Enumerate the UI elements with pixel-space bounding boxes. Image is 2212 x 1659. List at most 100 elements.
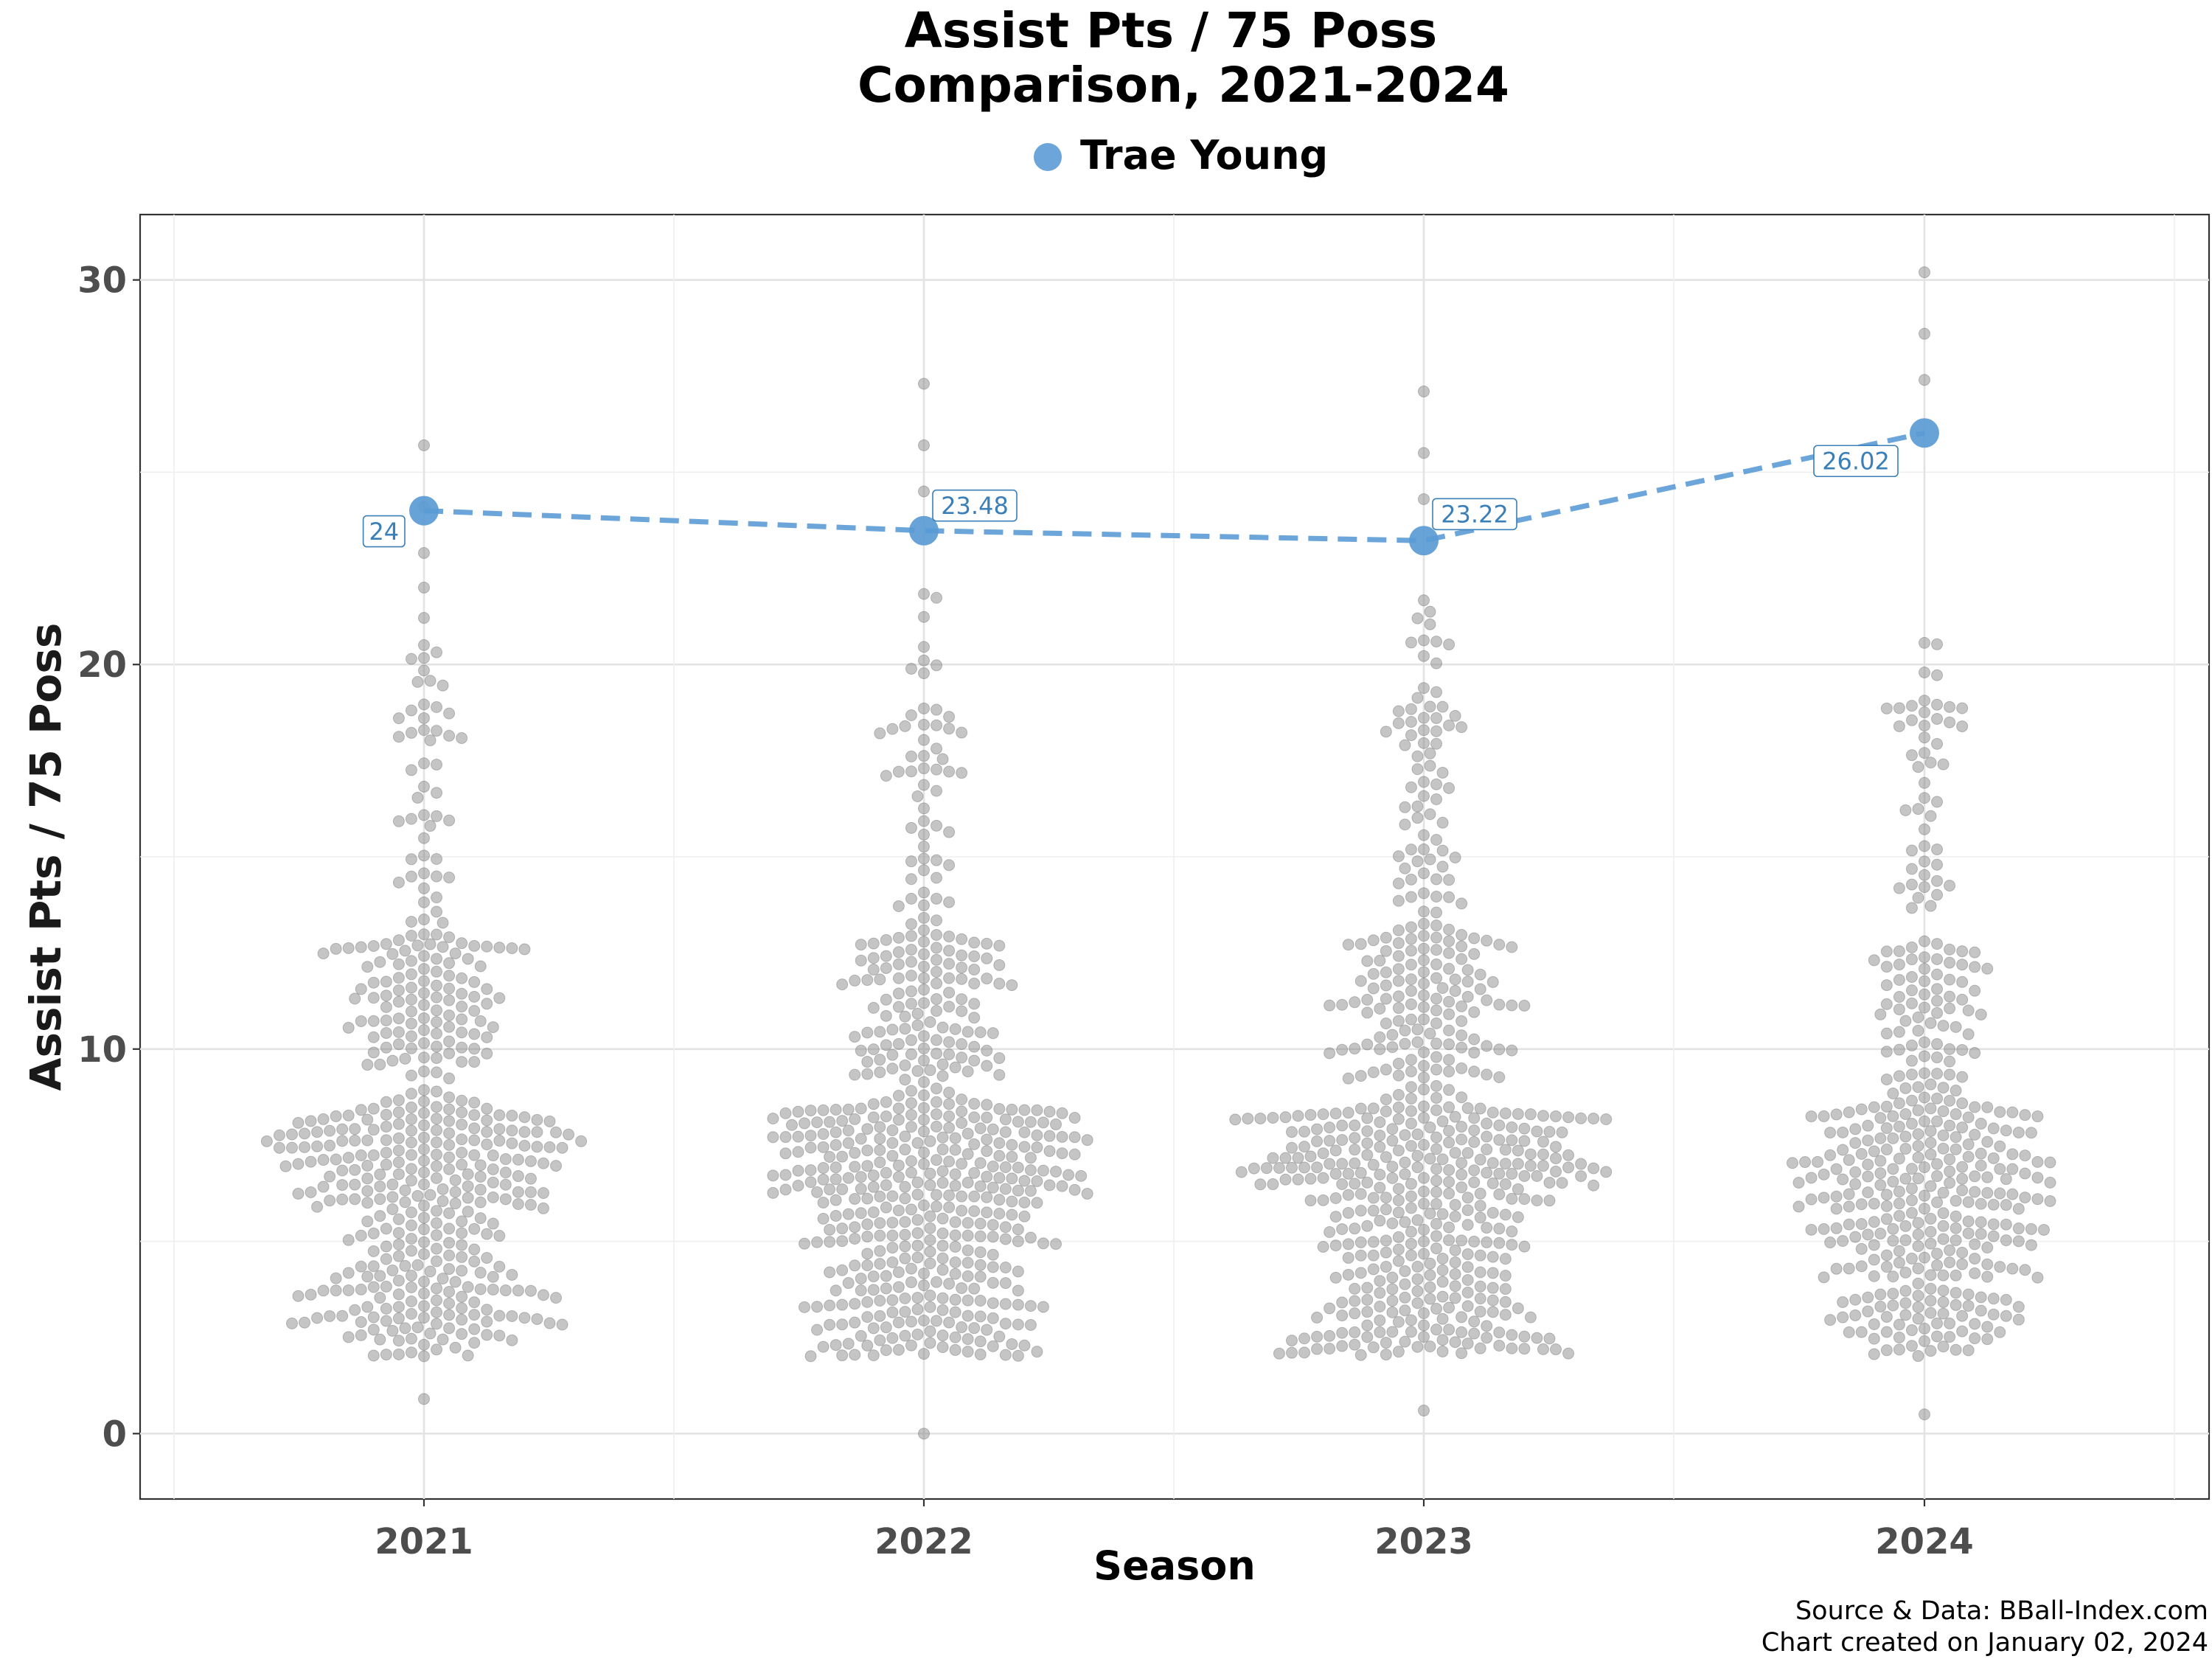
background-point xyxy=(1950,1131,1962,1144)
background-point xyxy=(1919,1067,1930,1079)
background-point xyxy=(1944,1043,1956,1055)
background-point xyxy=(1887,1110,1899,1122)
background-point xyxy=(1399,1265,1411,1277)
background-point xyxy=(374,1292,386,1304)
background-point xyxy=(1550,1165,1562,1178)
background-point xyxy=(392,1132,405,1144)
background-point xyxy=(1818,1222,1830,1235)
background-point xyxy=(1405,891,1417,903)
background-point xyxy=(405,1232,417,1245)
background-point xyxy=(1418,867,1430,880)
background-point xyxy=(1931,1037,1944,1050)
background-point xyxy=(1449,1267,1461,1280)
background-point xyxy=(1931,1006,1944,1019)
background-point xyxy=(855,1329,867,1342)
background-point xyxy=(443,1020,456,1033)
background-point xyxy=(1962,1028,1975,1040)
background-point xyxy=(1905,971,1918,984)
background-point xyxy=(1486,1306,1499,1318)
background-point xyxy=(824,1236,836,1248)
background-point xyxy=(911,1007,924,1020)
background-point xyxy=(861,1339,874,1352)
background-point xyxy=(392,815,405,827)
background-point xyxy=(1493,1237,1506,1249)
background-point xyxy=(575,1135,588,1147)
background-point xyxy=(2019,1192,2031,1204)
background-point xyxy=(987,1312,999,1324)
background-point xyxy=(1386,1306,1399,1318)
background-point xyxy=(418,950,430,962)
background-point xyxy=(431,758,443,771)
background-point xyxy=(468,1109,481,1121)
background-point xyxy=(1981,1242,1994,1254)
background-point xyxy=(1837,1235,1849,1248)
background-point xyxy=(431,1242,443,1255)
background-point xyxy=(1037,1164,1049,1177)
background-point xyxy=(2000,1293,2012,1306)
background-point xyxy=(1455,1029,1468,1042)
background-point xyxy=(842,1124,855,1137)
background-point xyxy=(437,1273,449,1285)
background-point xyxy=(1418,1307,1430,1320)
background-point xyxy=(1981,1135,1994,1148)
background-point xyxy=(1893,1097,1905,1110)
background-point xyxy=(336,1179,349,1192)
background-point xyxy=(1905,1324,1918,1337)
background-point xyxy=(1430,972,1443,984)
background-point xyxy=(1830,1190,1843,1203)
background-point xyxy=(931,763,943,776)
background-point xyxy=(1367,934,1380,947)
background-point xyxy=(1374,1301,1386,1313)
background-point xyxy=(968,1054,981,1067)
background-point xyxy=(1855,1218,1868,1231)
background-point xyxy=(405,1295,417,1307)
background-point xyxy=(861,1295,874,1308)
background-point xyxy=(981,1145,993,1158)
background-point xyxy=(1380,1105,1392,1118)
legend-label: Trae Young xyxy=(1080,132,1328,178)
background-point xyxy=(317,1284,330,1297)
background-point xyxy=(1248,1162,1260,1175)
background-point xyxy=(1405,1178,1417,1190)
background-point xyxy=(1461,1204,1474,1217)
background-point xyxy=(867,1270,880,1283)
background-point xyxy=(1436,1276,1449,1288)
background-point xyxy=(1905,1252,1918,1265)
background-point xyxy=(1418,1071,1430,1084)
background-point xyxy=(1292,1173,1304,1186)
background-point xyxy=(1994,1163,2006,1175)
background-point xyxy=(931,942,943,954)
background-point xyxy=(1937,758,1950,771)
background-point xyxy=(311,1126,324,1138)
background-point xyxy=(1418,634,1430,647)
background-point xyxy=(1012,1235,1024,1248)
background-point xyxy=(355,1149,367,1161)
background-point xyxy=(1956,1184,1969,1197)
background-point xyxy=(1443,1038,1455,1051)
background-point xyxy=(918,886,930,899)
background-point xyxy=(1392,990,1405,1003)
background-point xyxy=(811,1186,824,1198)
background-point xyxy=(1893,1331,1905,1343)
background-point xyxy=(1424,1269,1436,1281)
background-point xyxy=(392,1301,405,1313)
background-point xyxy=(1380,931,1392,944)
background-point xyxy=(1430,1302,1443,1315)
background-point xyxy=(905,1097,917,1110)
background-point xyxy=(1430,1131,1443,1144)
background-point xyxy=(1931,1248,1944,1260)
background-point xyxy=(1518,1343,1531,1355)
background-point xyxy=(1474,1305,1486,1318)
background-point xyxy=(1493,1071,1506,1083)
background-point xyxy=(456,1026,468,1039)
background-point xyxy=(943,859,956,872)
background-point xyxy=(1436,1345,1449,1357)
background-point xyxy=(493,1310,506,1322)
background-point xyxy=(1919,776,1930,789)
background-point xyxy=(1324,1047,1336,1060)
background-point xyxy=(1081,1187,1093,1200)
background-point xyxy=(1855,1103,1868,1116)
background-point xyxy=(968,998,981,1010)
background-point xyxy=(1392,1113,1405,1125)
background-point xyxy=(1905,1039,1918,1051)
